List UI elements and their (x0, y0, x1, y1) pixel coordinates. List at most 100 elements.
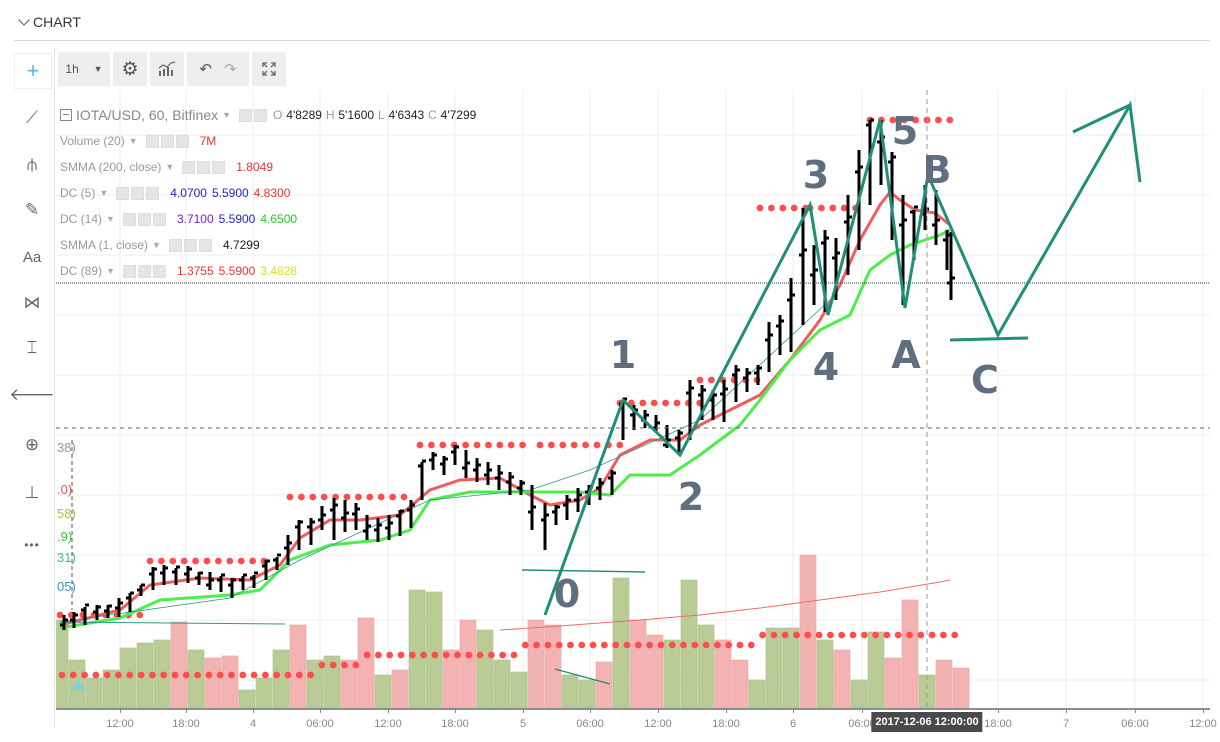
close-icon[interactable] (146, 186, 160, 200)
indicator-name[interactable]: SMMA (1, close) (60, 238, 149, 252)
chevron-down-icon[interactable]: ▼ (106, 266, 115, 276)
clipped-labels: 38) .0) 58) .9) 31) 05) (57, 440, 76, 610)
fullscreen-button[interactable] (252, 52, 286, 86)
settings-icon[interactable] (137, 212, 151, 226)
smma-200-line (499, 579, 951, 631)
visibility-icon[interactable] (116, 186, 130, 200)
pattern-icon: ⋈ (23, 293, 41, 312)
settings-icon[interactable] (160, 134, 174, 148)
legend-indicator-row: SMMA (1, close) ▼ 4.7299 (60, 232, 476, 258)
interval-select[interactable]: 1h ▼ (58, 52, 110, 86)
indicator-name[interactable]: DC (14) (60, 212, 103, 226)
time-tick-label: 6 (789, 718, 797, 730)
tick-mark (590, 708, 591, 713)
chevron-down-icon[interactable]: ▼ (99, 188, 109, 198)
text-tool[interactable]: Aa (14, 240, 50, 274)
redo-icon[interactable]: ↷ (224, 61, 237, 78)
ruler-tool[interactable]: ⊥ (14, 476, 50, 510)
settings-icon[interactable] (131, 186, 145, 200)
ohlc-open: 4'8289 (286, 108, 322, 122)
brush-tool[interactable]: ✎ (14, 193, 50, 227)
crosshair-tool[interactable]: + (14, 53, 52, 89)
visibility-icon[interactable] (168, 238, 182, 252)
close-icon[interactable] (198, 238, 212, 252)
chevron-down-icon[interactable]: ▼ (128, 136, 138, 146)
price-chart[interactable]: 0 1 2 3 4 5 A B C 38) .0) 58) .9) 31) 05) (56, 90, 1210, 710)
time-tick-label: 18:00 (712, 718, 740, 730)
tick-mark (1066, 708, 1067, 713)
time-tick-label: 06:00 (576, 718, 604, 730)
close-icon[interactable] (152, 264, 166, 278)
chevron-down-icon: ▼ (93, 64, 103, 74)
indicator-name[interactable]: SMMA (200, close) (60, 160, 162, 174)
zoom-in-icon: ⊕ (24, 435, 40, 454)
arrow-tool[interactable]: 🡐 (9, 378, 55, 412)
chart-section-title[interactable]: CHART (18, 14, 81, 30)
tick-mark (120, 708, 121, 713)
pitchfork-tool[interactable]: ⫛ (14, 148, 50, 182)
indicator-value: 1.8049 (236, 160, 273, 174)
close-icon[interactable] (175, 134, 189, 148)
tick-mark (726, 708, 727, 713)
chevron-down-icon[interactable]: ▼ (152, 240, 161, 250)
svg-text:.0): .0) (57, 482, 72, 497)
time-tick-label: 06:00 (848, 718, 876, 730)
pattern-tool[interactable]: ⋈ (14, 286, 50, 320)
chevron-down-icon[interactable]: ▼ (222, 110, 232, 120)
visibility-icon[interactable] (145, 134, 159, 148)
settings-icon[interactable] (183, 238, 197, 252)
time-tick-label: 18:00 (984, 718, 1012, 730)
arrow-icon: 🡐 (9, 385, 55, 404)
indicators-button[interactable] (150, 52, 184, 86)
ruler-icon: ⊥ (24, 483, 40, 502)
tick-mark (793, 708, 794, 713)
svg-text:38): 38) (57, 440, 76, 455)
tick-mark (320, 708, 321, 713)
measure-icon: ⌶ (26, 338, 38, 357)
wave-label-5: 5 (892, 109, 918, 153)
more-icon: ••• (24, 538, 40, 552)
chevron-down-icon[interactable]: ▼ (106, 214, 115, 224)
more-tool[interactable]: ••• (14, 528, 50, 562)
trend-line-tool[interactable]: ⟋ (14, 101, 50, 135)
ohlc-close-label: C (428, 108, 437, 122)
drawing-toolbar: + ⟋ ⫛ ✎ Aa ⋈ ⌶ 🡐 ⊕ ⊥ ••• (9, 48, 55, 728)
indicator-name[interactable]: DC (5) (60, 186, 96, 200)
wave-label-B: B (923, 148, 952, 192)
indicator-value: 7M (199, 134, 217, 148)
fullscreen-icon (262, 62, 276, 76)
collapse-icon[interactable] (60, 109, 72, 121)
chevron-down-icon[interactable]: ▼ (165, 162, 175, 172)
indicator-value: 4.8300 (253, 186, 291, 200)
tick-mark (658, 708, 659, 713)
legend-indicator-row: DC (14) ▼ 3.7100 5.5900 4.6500 (60, 206, 476, 232)
wave-label-1: 1 (610, 333, 636, 377)
visibility-icon[interactable] (182, 160, 196, 174)
indicators-icon (158, 61, 176, 76)
zoom-in-tool[interactable]: ⊕ (14, 428, 50, 462)
settings-icon[interactable] (137, 264, 151, 278)
indicator-value: 5.5900 (218, 264, 256, 278)
measure-tool[interactable]: ⌶ (14, 331, 50, 365)
visibility-icon[interactable] (122, 212, 136, 226)
indicator-name[interactable]: Volume (20) (60, 134, 125, 148)
settings-icon[interactable] (254, 108, 268, 122)
visibility-icon[interactable] (122, 264, 136, 278)
tick-mark (523, 708, 524, 713)
elliott-wave (521, 100, 1142, 685)
settings-icon[interactable] (197, 160, 211, 174)
close-icon[interactable] (152, 212, 166, 226)
ohlc-high-label: H (325, 108, 335, 122)
tick-mark (998, 708, 999, 713)
visibility-icon[interactable] (239, 108, 253, 122)
chart-section-header[interactable]: CHART (14, 0, 1210, 41)
time-tick-label: 12:00 (644, 718, 672, 730)
close-icon[interactable] (212, 160, 226, 174)
time-axis[interactable]: 12:00 18:00 4 06:00 12:00 18:00 5 06:00 12:00 18:… (56, 708, 1217, 742)
symbol-title[interactable]: IOTA/USD, 60, Bitfinex (76, 107, 219, 123)
time-tick-label: 18:00 (441, 718, 469, 730)
undo-icon[interactable]: ↶ (199, 61, 212, 78)
tick-mark (455, 708, 456, 713)
settings-button[interactable]: ⚙ (113, 52, 147, 86)
indicator-name[interactable]: DC (89) (60, 264, 103, 278)
